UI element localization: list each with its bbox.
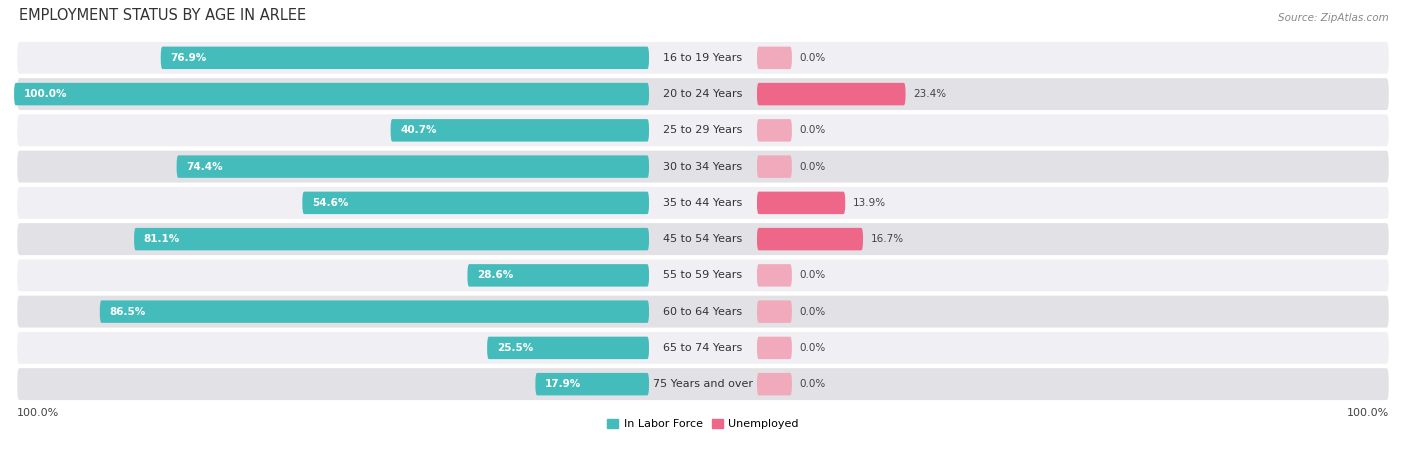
FancyBboxPatch shape <box>756 300 792 323</box>
FancyBboxPatch shape <box>17 259 1389 291</box>
Text: 35 to 44 Years: 35 to 44 Years <box>664 198 742 208</box>
FancyBboxPatch shape <box>467 264 650 287</box>
FancyBboxPatch shape <box>756 264 792 287</box>
Text: 45 to 54 Years: 45 to 54 Years <box>664 234 742 244</box>
Text: 86.5%: 86.5% <box>110 307 146 317</box>
FancyBboxPatch shape <box>756 155 792 178</box>
Text: 75 Years and over: 75 Years and over <box>652 379 754 389</box>
FancyBboxPatch shape <box>17 368 1389 400</box>
FancyBboxPatch shape <box>756 192 845 214</box>
Text: 16.7%: 16.7% <box>870 234 904 244</box>
Text: 74.4%: 74.4% <box>186 161 222 171</box>
Text: 25 to 29 Years: 25 to 29 Years <box>664 125 742 135</box>
Text: 100.0%: 100.0% <box>24 89 67 99</box>
FancyBboxPatch shape <box>756 228 863 250</box>
Text: 54.6%: 54.6% <box>312 198 349 208</box>
Text: 13.9%: 13.9% <box>853 198 886 208</box>
Text: 55 to 59 Years: 55 to 59 Years <box>664 271 742 281</box>
FancyBboxPatch shape <box>302 192 650 214</box>
Text: 100.0%: 100.0% <box>1347 408 1389 418</box>
FancyBboxPatch shape <box>17 151 1389 183</box>
Legend: In Labor Force, Unemployed: In Labor Force, Unemployed <box>603 414 803 433</box>
Text: 0.0%: 0.0% <box>800 161 825 171</box>
Text: 60 to 64 Years: 60 to 64 Years <box>664 307 742 317</box>
Text: 100.0%: 100.0% <box>17 408 59 418</box>
FancyBboxPatch shape <box>756 83 905 106</box>
FancyBboxPatch shape <box>756 46 792 69</box>
Text: 20 to 24 Years: 20 to 24 Years <box>664 89 742 99</box>
Text: 0.0%: 0.0% <box>800 125 825 135</box>
FancyBboxPatch shape <box>536 373 650 396</box>
FancyBboxPatch shape <box>17 187 1389 219</box>
Text: 81.1%: 81.1% <box>143 234 180 244</box>
Text: 16 to 19 Years: 16 to 19 Years <box>664 53 742 63</box>
Text: 30 to 34 Years: 30 to 34 Years <box>664 161 742 171</box>
Text: 0.0%: 0.0% <box>800 343 825 353</box>
FancyBboxPatch shape <box>486 336 650 359</box>
FancyBboxPatch shape <box>177 155 650 178</box>
Text: 25.5%: 25.5% <box>496 343 533 353</box>
FancyBboxPatch shape <box>134 228 650 250</box>
FancyBboxPatch shape <box>17 296 1389 327</box>
Text: 0.0%: 0.0% <box>800 53 825 63</box>
FancyBboxPatch shape <box>17 115 1389 146</box>
FancyBboxPatch shape <box>17 223 1389 255</box>
FancyBboxPatch shape <box>14 83 650 106</box>
FancyBboxPatch shape <box>17 78 1389 110</box>
Text: 65 to 74 Years: 65 to 74 Years <box>664 343 742 353</box>
Text: 0.0%: 0.0% <box>800 271 825 281</box>
Text: 17.9%: 17.9% <box>546 379 581 389</box>
Text: EMPLOYMENT STATUS BY AGE IN ARLEE: EMPLOYMENT STATUS BY AGE IN ARLEE <box>20 9 307 23</box>
Text: 76.9%: 76.9% <box>170 53 207 63</box>
Text: 28.6%: 28.6% <box>477 271 513 281</box>
Text: Source: ZipAtlas.com: Source: ZipAtlas.com <box>1278 14 1389 23</box>
FancyBboxPatch shape <box>391 119 650 142</box>
FancyBboxPatch shape <box>160 46 650 69</box>
Text: 0.0%: 0.0% <box>800 307 825 317</box>
FancyBboxPatch shape <box>100 300 650 323</box>
Text: 23.4%: 23.4% <box>912 89 946 99</box>
FancyBboxPatch shape <box>17 332 1389 364</box>
Text: 0.0%: 0.0% <box>800 379 825 389</box>
FancyBboxPatch shape <box>756 373 792 396</box>
FancyBboxPatch shape <box>17 42 1389 74</box>
Text: 40.7%: 40.7% <box>401 125 437 135</box>
FancyBboxPatch shape <box>756 119 792 142</box>
FancyBboxPatch shape <box>756 336 792 359</box>
